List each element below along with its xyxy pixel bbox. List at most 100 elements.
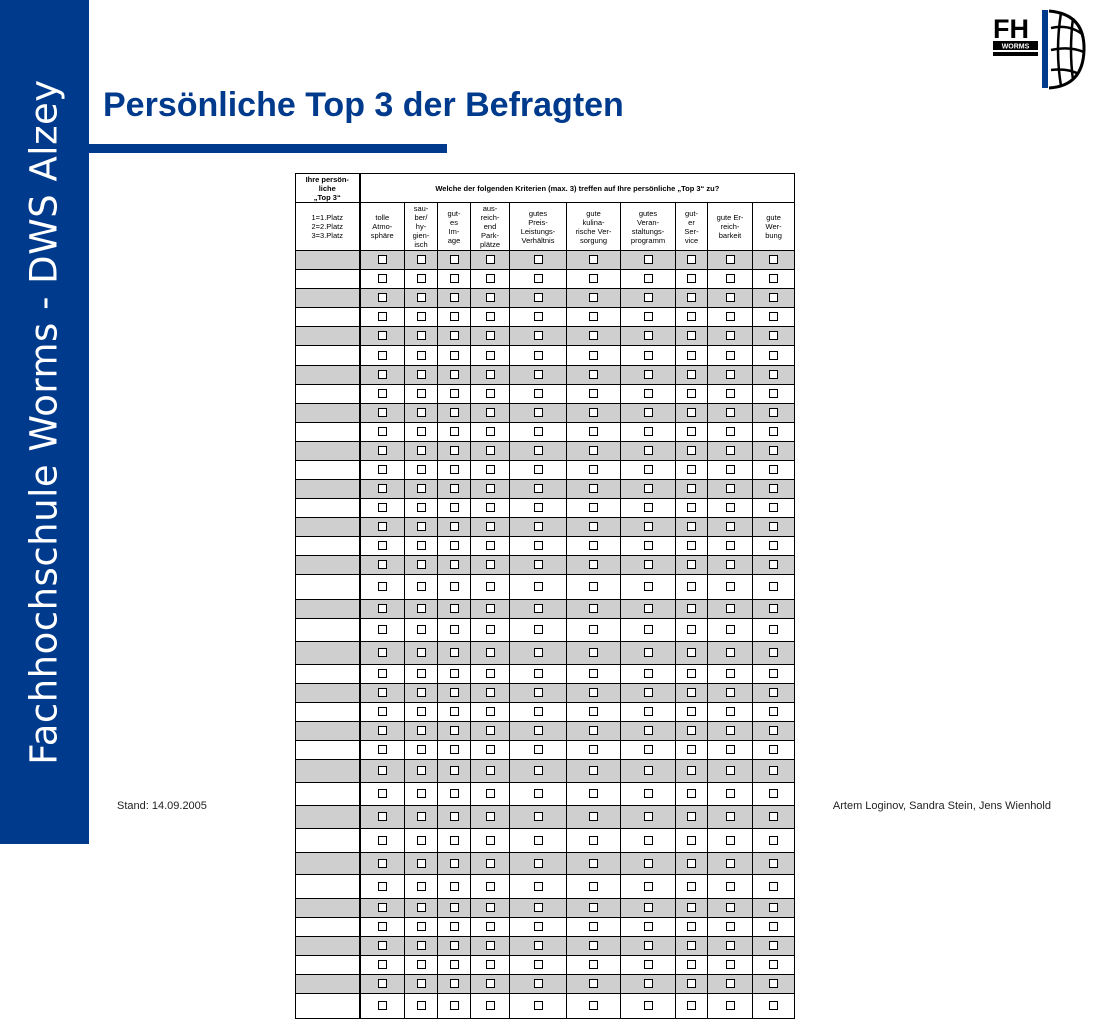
checkbox-icon[interactable] bbox=[643, 582, 653, 592]
checkbox-icon[interactable] bbox=[377, 446, 387, 456]
checkbox-icon[interactable] bbox=[769, 446, 779, 456]
checkbox-icon[interactable] bbox=[643, 312, 653, 322]
checkbox-icon[interactable] bbox=[533, 446, 543, 456]
checkbox-icon[interactable] bbox=[687, 331, 696, 341]
checkbox-icon[interactable] bbox=[485, 941, 495, 951]
checkbox-icon[interactable] bbox=[416, 389, 426, 399]
checkbox-icon[interactable] bbox=[725, 408, 735, 418]
checkbox-icon[interactable] bbox=[643, 446, 653, 456]
checkbox-icon[interactable] bbox=[725, 881, 735, 891]
checkbox-icon[interactable] bbox=[416, 293, 426, 303]
checkbox-icon[interactable] bbox=[533, 922, 543, 932]
checkbox-icon[interactable] bbox=[643, 370, 653, 380]
checkbox-icon[interactable] bbox=[533, 255, 543, 265]
checkbox-icon[interactable] bbox=[589, 541, 598, 551]
rank-entry-cell[interactable] bbox=[295, 683, 361, 703]
checkbox-icon[interactable] bbox=[377, 1001, 387, 1011]
checkbox-icon[interactable] bbox=[687, 293, 696, 303]
checkbox-icon[interactable] bbox=[643, 745, 653, 755]
checkbox-icon[interactable] bbox=[687, 446, 696, 456]
checkbox-icon[interactable] bbox=[485, 707, 495, 717]
rank-entry-cell[interactable] bbox=[295, 955, 361, 975]
checkbox-icon[interactable] bbox=[533, 522, 543, 532]
checkbox-icon[interactable] bbox=[687, 427, 696, 437]
checkbox-icon[interactable] bbox=[533, 389, 543, 399]
checkbox-icon[interactable] bbox=[725, 745, 735, 755]
checkbox-icon[interactable] bbox=[725, 604, 735, 614]
rank-entry-cell[interactable] bbox=[295, 365, 361, 385]
checkbox-icon[interactable] bbox=[769, 922, 779, 932]
checkbox-icon[interactable] bbox=[485, 858, 495, 868]
checkbox-icon[interactable] bbox=[533, 726, 543, 736]
checkbox-icon[interactable] bbox=[416, 941, 426, 951]
checkbox-icon[interactable] bbox=[416, 503, 426, 513]
checkbox-icon[interactable] bbox=[485, 427, 495, 437]
checkbox-icon[interactable] bbox=[769, 255, 779, 265]
checkbox-icon[interactable] bbox=[416, 979, 426, 989]
checkbox-icon[interactable] bbox=[769, 350, 779, 360]
checkbox-icon[interactable] bbox=[687, 604, 696, 614]
checkbox-icon[interactable] bbox=[725, 389, 735, 399]
checkbox-icon[interactable] bbox=[485, 312, 495, 322]
checkbox-icon[interactable] bbox=[687, 789, 696, 799]
checkbox-icon[interactable] bbox=[449, 707, 459, 717]
checkbox-icon[interactable] bbox=[643, 350, 653, 360]
checkbox-icon[interactable] bbox=[589, 465, 598, 475]
checkbox-icon[interactable] bbox=[725, 941, 735, 951]
checkbox-icon[interactable] bbox=[485, 582, 495, 592]
rank-entry-cell[interactable] bbox=[295, 441, 361, 461]
checkbox-icon[interactable] bbox=[687, 766, 696, 776]
checkbox-icon[interactable] bbox=[449, 522, 459, 532]
checkbox-icon[interactable] bbox=[769, 370, 779, 380]
checkbox-icon[interactable] bbox=[687, 881, 696, 891]
checkbox-icon[interactable] bbox=[449, 541, 459, 551]
checkbox-icon[interactable] bbox=[485, 503, 495, 513]
checkbox-icon[interactable] bbox=[589, 312, 598, 322]
checkbox-icon[interactable] bbox=[769, 604, 779, 614]
checkbox-icon[interactable] bbox=[533, 979, 543, 989]
checkbox-icon[interactable] bbox=[485, 465, 495, 475]
checkbox-icon[interactable] bbox=[449, 255, 459, 265]
rank-entry-cell[interactable] bbox=[295, 517, 361, 537]
checkbox-icon[interactable] bbox=[533, 903, 543, 913]
checkbox-icon[interactable] bbox=[769, 789, 779, 799]
checkbox-icon[interactable] bbox=[687, 903, 696, 913]
checkbox-icon[interactable] bbox=[377, 922, 387, 932]
checkbox-icon[interactable] bbox=[485, 408, 495, 418]
checkbox-icon[interactable] bbox=[769, 960, 779, 970]
checkbox-icon[interactable] bbox=[449, 293, 459, 303]
checkbox-icon[interactable] bbox=[416, 370, 426, 380]
checkbox-icon[interactable] bbox=[416, 312, 426, 322]
checkbox-icon[interactable] bbox=[769, 903, 779, 913]
checkbox-icon[interactable] bbox=[725, 522, 735, 532]
checkbox-icon[interactable] bbox=[643, 688, 653, 698]
checkbox-icon[interactable] bbox=[377, 312, 387, 322]
checkbox-icon[interactable] bbox=[687, 255, 696, 265]
checkbox-icon[interactable] bbox=[687, 812, 696, 822]
checkbox-icon[interactable] bbox=[769, 688, 779, 698]
checkbox-icon[interactable] bbox=[725, 648, 735, 658]
rank-entry-cell[interactable] bbox=[295, 702, 361, 722]
checkbox-icon[interactable] bbox=[416, 688, 426, 698]
checkbox-icon[interactable] bbox=[533, 941, 543, 951]
checkbox-icon[interactable] bbox=[643, 726, 653, 736]
checkbox-icon[interactable] bbox=[589, 726, 598, 736]
checkbox-icon[interactable] bbox=[485, 604, 495, 614]
checkbox-icon[interactable] bbox=[416, 726, 426, 736]
checkbox-icon[interactable] bbox=[485, 446, 495, 456]
rank-entry-cell[interactable] bbox=[295, 664, 361, 684]
checkbox-icon[interactable] bbox=[449, 331, 459, 341]
checkbox-icon[interactable] bbox=[485, 541, 495, 551]
checkbox-icon[interactable] bbox=[485, 370, 495, 380]
checkbox-icon[interactable] bbox=[377, 835, 387, 845]
checkbox-icon[interactable] bbox=[725, 484, 735, 494]
checkbox-icon[interactable] bbox=[687, 1001, 696, 1011]
checkbox-icon[interactable] bbox=[449, 922, 459, 932]
checkbox-icon[interactable] bbox=[589, 979, 598, 989]
checkbox-icon[interactable] bbox=[533, 350, 543, 360]
checkbox-icon[interactable] bbox=[485, 255, 495, 265]
checkbox-icon[interactable] bbox=[589, 960, 598, 970]
checkbox-icon[interactable] bbox=[725, 835, 735, 845]
checkbox-icon[interactable] bbox=[589, 582, 598, 592]
checkbox-icon[interactable] bbox=[485, 881, 495, 891]
